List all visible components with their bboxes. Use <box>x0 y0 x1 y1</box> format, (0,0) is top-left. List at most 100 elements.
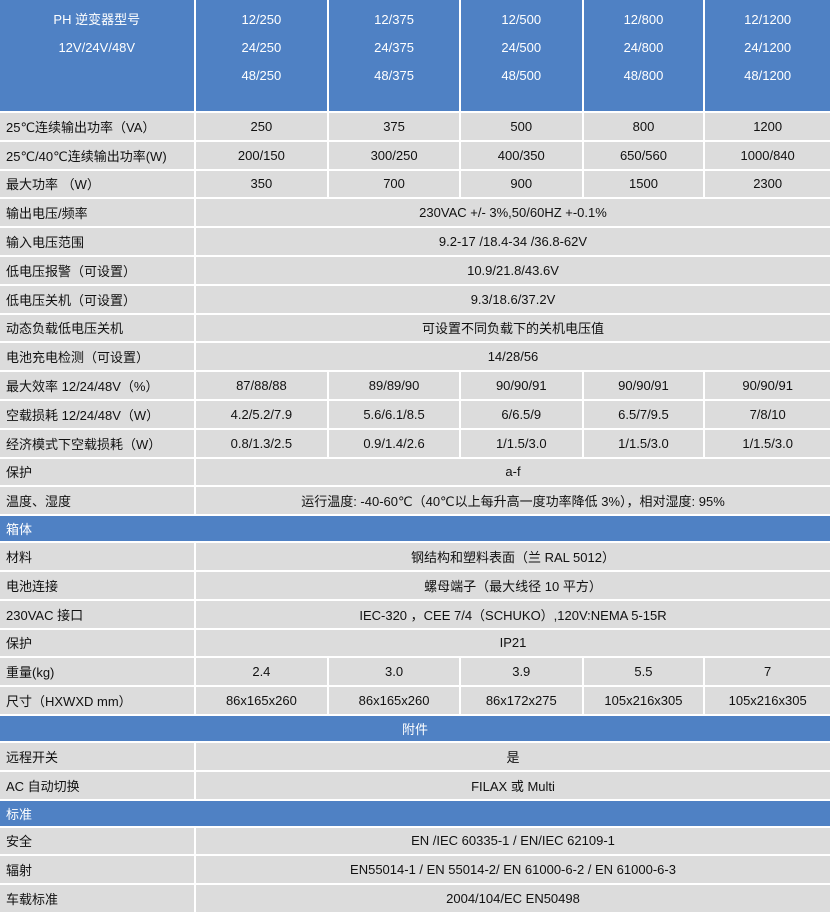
merged-value-cell: 运行温度: -40-60℃（40℃以上每升高一度功率降低 3%），相对湿度: 9… <box>196 487 830 515</box>
table-row: AC 自动切换 FILAX 或 Multi <box>0 771 830 799</box>
value-cell: 2.4 <box>195 658 328 686</box>
table-row: 输出电压/频率 230VAC +/- 3%,50/60HZ +-0.1% <box>0 199 830 227</box>
row-label: 25℃连续输出功率（VA） <box>0 113 194 140</box>
merged-value-cell: 230VAC +/- 3%,50/60HZ +-0.1% <box>196 199 830 227</box>
row-label: 保护 <box>0 458 194 486</box>
merged-value-cell: 是 <box>196 742 830 770</box>
value-cell: 6/6.5/9 <box>460 400 582 428</box>
value-cell: 800 <box>583 113 704 140</box>
model-name: 12/250 <box>241 12 282 27</box>
merged-value-cell: 螺母端子（最大线径 10 平方） <box>196 571 830 599</box>
merged-value-cell: 钢结构和塑料表面（兰 RAL 5012） <box>196 543 830 570</box>
value-cell: 5.6/6.1/8.5 <box>329 400 459 428</box>
section-header: 附件 <box>0 715 830 741</box>
model-name: 24/1200 <box>744 40 792 55</box>
row-label: 电池连接 <box>0 571 194 599</box>
table-row: 尺寸（HXWXD mm） 86x165x260 86x165x260 86x172x2… <box>0 687 830 714</box>
value-cell: 700 <box>329 170 459 198</box>
merged-value-cell: FILAX 或 Multi <box>196 771 830 799</box>
model-name: 24/800 <box>623 40 664 55</box>
value-cell: 900 <box>460 170 582 198</box>
value-cell: 90/90/91 <box>705 372 830 399</box>
row-label: 保护 <box>0 629 194 657</box>
row-label: 材料 <box>0 543 194 570</box>
value-cell: 86x165x260 <box>195 687 328 714</box>
model-name: 12/800 <box>623 12 664 27</box>
value-cell: 400/350 <box>460 141 582 169</box>
value-cell: 4.2/5.2/7.9 <box>195 400 328 428</box>
table-row: 远程开关是 <box>0 742 830 770</box>
header-label-cell: PH 逆变器型号 12V/24V/48V <box>0 0 194 111</box>
row-label: 辐射 <box>0 856 194 884</box>
value-cell: 3.0 <box>329 658 459 686</box>
row-label: 输入电压范围 <box>0 228 194 255</box>
value-cell: 2300 <box>705 170 830 198</box>
model-name: 12/1200 <box>744 12 792 27</box>
table-row: 最大功率 （W） 350 700 900 1500 2300 <box>0 170 830 198</box>
row-label: 输出电压/频率 <box>0 199 194 227</box>
table-row: 温度、湿度 运行温度: -40-60℃（40℃以上每升高一度功率降低 3%），相对… <box>0 487 830 515</box>
row-label: 低电压报警（可设置） <box>0 256 194 284</box>
merged-value-cell: a-f <box>196 458 830 486</box>
merged-value-cell: IP21 <box>196 629 830 657</box>
model-name: 48/375 <box>374 68 414 83</box>
value-cell: 86x172x275 <box>460 687 582 714</box>
merged-value-cell: IEC-320 ，CEE 7/4（SCHUKO）,120V:NEMA 5-15R <box>196 600 830 628</box>
merged-value-cell: 9.3/18.6/37.2V <box>196 285 830 313</box>
table-row: 辐射 EN55014-1 / EN 55014-2/ EN 61000-6-2 /… <box>0 856 830 884</box>
value-cell: 1000/840 <box>705 141 830 169</box>
model-name: 12/500 <box>501 12 542 27</box>
row-label: 重量(kg) <box>0 658 194 686</box>
table-row: 最大效率 12/24/48V（%） 87/88/88 89/89/90 90/90/9… <box>0 372 830 399</box>
table-row: 25℃连续输出功率（VA） 250 375 500 800 1200 <box>0 113 830 140</box>
value-cell: 6.5/7/9.5 <box>583 400 704 428</box>
table-row: 低电压报警（可设置） 10.9/21.8/43.6V <box>0 256 830 284</box>
model-header-cell: 12/1200 24/1200 48/1200 <box>705 0 830 111</box>
table-row: 经济模式下空载损耗（W） 0.8/1.3/2.5 0.9/1.4/2.6 1/1.5/… <box>0 429 830 457</box>
model-name: 24/500 <box>501 40 542 55</box>
value-cell: 500 <box>460 113 582 140</box>
row-label: 温度、湿度 <box>0 487 194 515</box>
merged-value-cell: 14/28/56 <box>196 343 830 371</box>
value-cell: 86x165x260 <box>329 687 459 714</box>
table-row: 25℃/40℃连续输出功率(W) 200/150 300/250 400/350 650… <box>0 141 830 169</box>
value-cell: 7/8/10 <box>705 400 830 428</box>
value-cell: 7 <box>705 658 830 686</box>
table-row: 动态负载低电压关机 可设置不同负载下的关机电压值 <box>0 314 830 342</box>
model-header-cell: 12/375 24/375 48/375 <box>329 0 459 111</box>
row-label: 230VAC 接口 <box>0 600 194 628</box>
value-cell: 650/560 <box>583 141 704 169</box>
row-label: 车载标准 <box>0 885 194 912</box>
table-row: 空载损耗 12/24/48V（W） 4.2/5.2/7.9 5.6/6.1/8.5 6… <box>0 400 830 428</box>
table-row: 保护 IP21 <box>0 629 830 657</box>
header-label-line: PH 逆变器型号 <box>53 12 141 27</box>
value-cell: 350 <box>195 170 328 198</box>
table-row: 低电压关机（可设置） 9.3/18.6/37.2V <box>0 285 830 313</box>
model-name: 48/250 <box>241 68 282 83</box>
value-cell: 105x216x305 <box>705 687 830 714</box>
value-cell: 87/88/88 <box>195 372 328 399</box>
value-cell: 1/1.5/3.0 <box>705 429 830 457</box>
value-cell: 5.5 <box>583 658 704 686</box>
section-header: 箱体 <box>0 516 830 542</box>
row-label: 尺寸（HXWXD mm） <box>0 687 194 714</box>
value-cell: 200/150 <box>195 141 328 169</box>
row-label: 低电压关机（可设置） <box>0 285 194 313</box>
value-cell: 1500 <box>583 170 704 198</box>
value-cell: 0.8/1.3/2.5 <box>195 429 328 457</box>
value-cell: 250 <box>195 113 328 140</box>
value-cell: 300/250 <box>329 141 459 169</box>
merged-value-cell: 10.9/21.8/43.6V <box>196 256 830 284</box>
merged-value-cell: 2004/104/EC EN50498 <box>196 885 830 912</box>
row-label: 空载损耗 12/24/48V（W） <box>0 400 194 428</box>
table-row: 安全 EN /IEC 60335-1 / EN/IEC 62109-1 <box>0 827 830 855</box>
value-cell: 3.9 <box>460 658 582 686</box>
merged-value-cell: EN55014-1 / EN 55014-2/ EN 61000-6-2 / E… <box>196 856 830 884</box>
row-label: 电池充电检测（可设置） <box>0 343 194 371</box>
value-cell: 1/1.5/3.0 <box>460 429 582 457</box>
model-name: 24/250 <box>241 40 282 55</box>
value-cell: 105x216x305 <box>583 687 704 714</box>
header-row: PH 逆变器型号 12V/24V/48V 12/250 24/250 48/250 12/… <box>0 0 830 111</box>
value-cell: 89/89/90 <box>329 372 459 399</box>
